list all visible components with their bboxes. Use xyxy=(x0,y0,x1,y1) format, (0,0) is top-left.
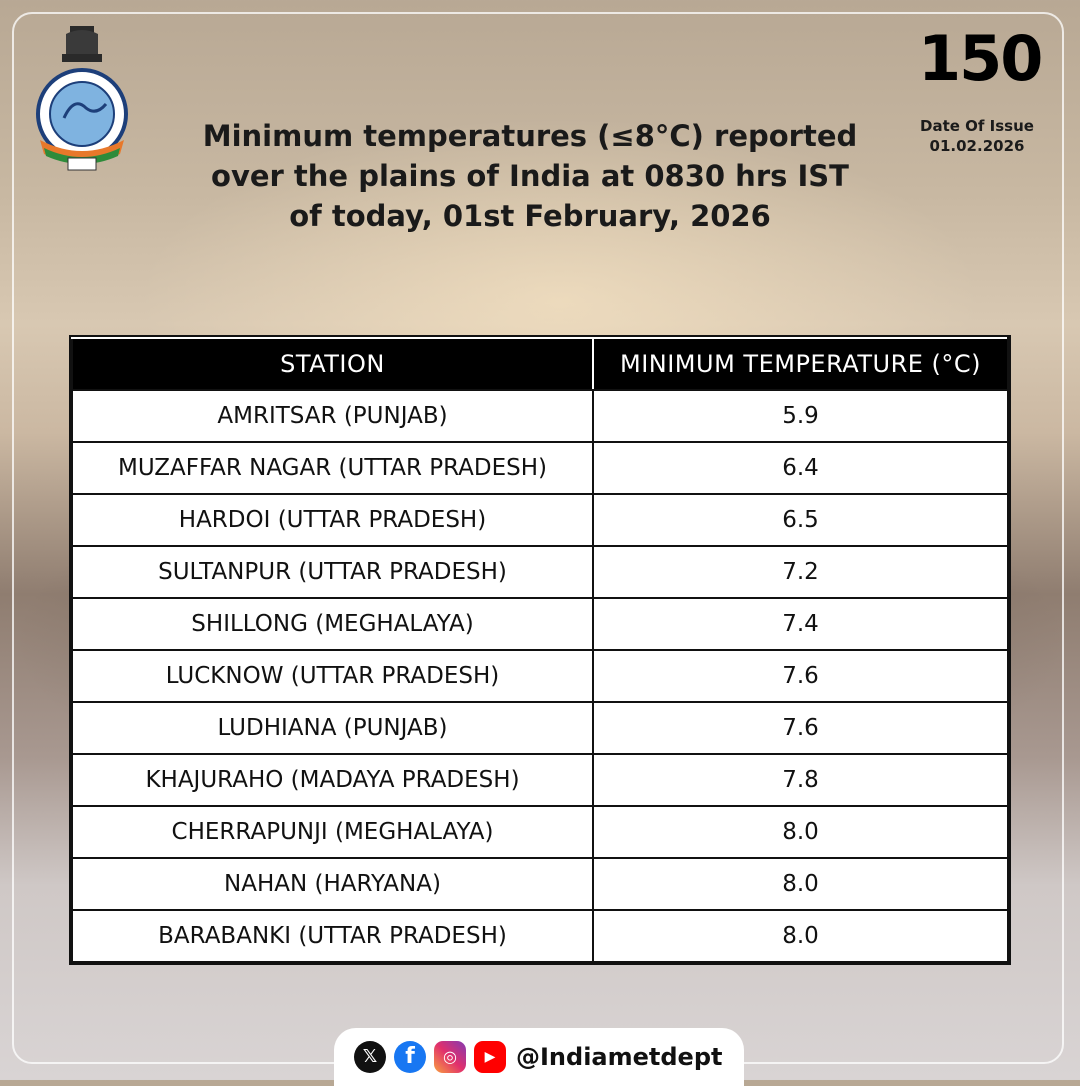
temperature-cell: 7.6 xyxy=(592,649,1009,703)
table-body: AMRITSAR (PUNJAB) 5.9 MUZAFFAR NAGAR (UTTA… xyxy=(71,389,1009,963)
temperature-cell: 5.9 xyxy=(592,389,1009,443)
temperature-cell: 7.6 xyxy=(592,701,1009,755)
social-bar: 𝕏 f ◎ ▶ @Indiametdept xyxy=(334,1028,744,1086)
title-line-2: over the plains of India at 0830 hrs IST xyxy=(211,159,849,193)
table-row: SULTANPUR (UTTAR PRADESH) 7.2 xyxy=(71,545,1009,599)
station-cell: HARDOI (UTTAR PRADESH) xyxy=(71,493,594,547)
instagram-icon[interactable]: ◎ xyxy=(434,1041,466,1073)
table-row: MUZAFFAR NAGAR (UTTAR PRADESH) 6.4 xyxy=(71,441,1009,495)
x-icon[interactable]: 𝕏 xyxy=(354,1041,386,1073)
station-cell: NAHAN (HARYANA) xyxy=(71,857,594,911)
title-line-3: of today, 01st February, 2026 xyxy=(289,199,771,233)
anniversary-logo: 150 xyxy=(918,22,1043,114)
column-header-station: STATION xyxy=(71,337,594,391)
temperature-cell: 7.8 xyxy=(592,753,1009,807)
anniversary-number: 150 xyxy=(918,22,1043,95)
title-line-1: Minimum temperatures (≤8°C) reported xyxy=(202,119,858,153)
table-row: NAHAN (HARYANA) 8.0 xyxy=(71,857,1009,911)
station-cell: LUDHIANA (PUNJAB) xyxy=(71,701,594,755)
column-header-temperature: MINIMUM TEMPERATURE (°C) xyxy=(592,337,1009,391)
station-cell: LUCKNOW (UTTAR PRADESH) xyxy=(71,649,594,703)
table-row: BARABANKI (UTTAR PRADESH) 8.0 xyxy=(71,909,1009,963)
table-row: SHILLONG (MEGHALAYA) 7.4 xyxy=(71,597,1009,651)
station-cell: MUZAFFAR NAGAR (UTTAR PRADESH) xyxy=(71,441,594,495)
table-header-row: STATION MINIMUM TEMPERATURE (°C) xyxy=(71,337,1009,391)
date-of-issue: Date Of Issue 01.02.2026 xyxy=(912,116,1042,156)
table-row: CHERRAPUNJI (MEGHALAYA) 8.0 xyxy=(71,805,1009,859)
temperature-cell: 6.5 xyxy=(592,493,1009,547)
temperature-cell: 8.0 xyxy=(592,857,1009,911)
station-cell: SHILLONG (MEGHALAYA) xyxy=(71,597,594,651)
station-cell: BARABANKI (UTTAR PRADESH) xyxy=(71,909,594,963)
station-cell: KHAJURAHO (MADAYA PRADESH) xyxy=(71,753,594,807)
page-title: Minimum temperatures (≤8°C) reported ove… xyxy=(150,116,910,236)
temperature-cell: 7.2 xyxy=(592,545,1009,599)
imd-emblem-logo xyxy=(36,26,128,171)
station-cell: AMRITSAR (PUNJAB) xyxy=(71,389,594,443)
date-of-issue-label: Date Of Issue xyxy=(920,117,1034,135)
facebook-icon[interactable]: f xyxy=(394,1041,426,1073)
table-row: AMRITSAR (PUNJAB) 5.9 xyxy=(71,389,1009,443)
temperature-cell: 8.0 xyxy=(592,805,1009,859)
temperature-cell: 6.4 xyxy=(592,441,1009,495)
temperature-table-grid: STATION MINIMUM TEMPERATURE (°C) AMRITSA… xyxy=(71,337,1009,963)
table-row: HARDOI (UTTAR PRADESH) 6.5 xyxy=(71,493,1009,547)
social-handle[interactable]: @Indiametdept xyxy=(516,1043,723,1071)
temperature-cell: 7.4 xyxy=(592,597,1009,651)
station-cell: SULTANPUR (UTTAR PRADESH) xyxy=(71,545,594,599)
table-row: KHAJURAHO (MADAYA PRADESH) 7.8 xyxy=(71,753,1009,807)
temperature-cell: 8.0 xyxy=(592,909,1009,963)
station-cell: CHERRAPUNJI (MEGHALAYA) xyxy=(71,805,594,859)
table-row: LUCKNOW (UTTAR PRADESH) 7.6 xyxy=(71,649,1009,703)
date-of-issue-value: 01.02.2026 xyxy=(929,137,1025,155)
youtube-icon[interactable]: ▶ xyxy=(474,1041,506,1073)
temperature-table: STATION MINIMUM TEMPERATURE (°C) AMRITSA… xyxy=(69,335,1011,965)
table-row: LUDHIANA (PUNJAB) 7.6 xyxy=(71,701,1009,755)
